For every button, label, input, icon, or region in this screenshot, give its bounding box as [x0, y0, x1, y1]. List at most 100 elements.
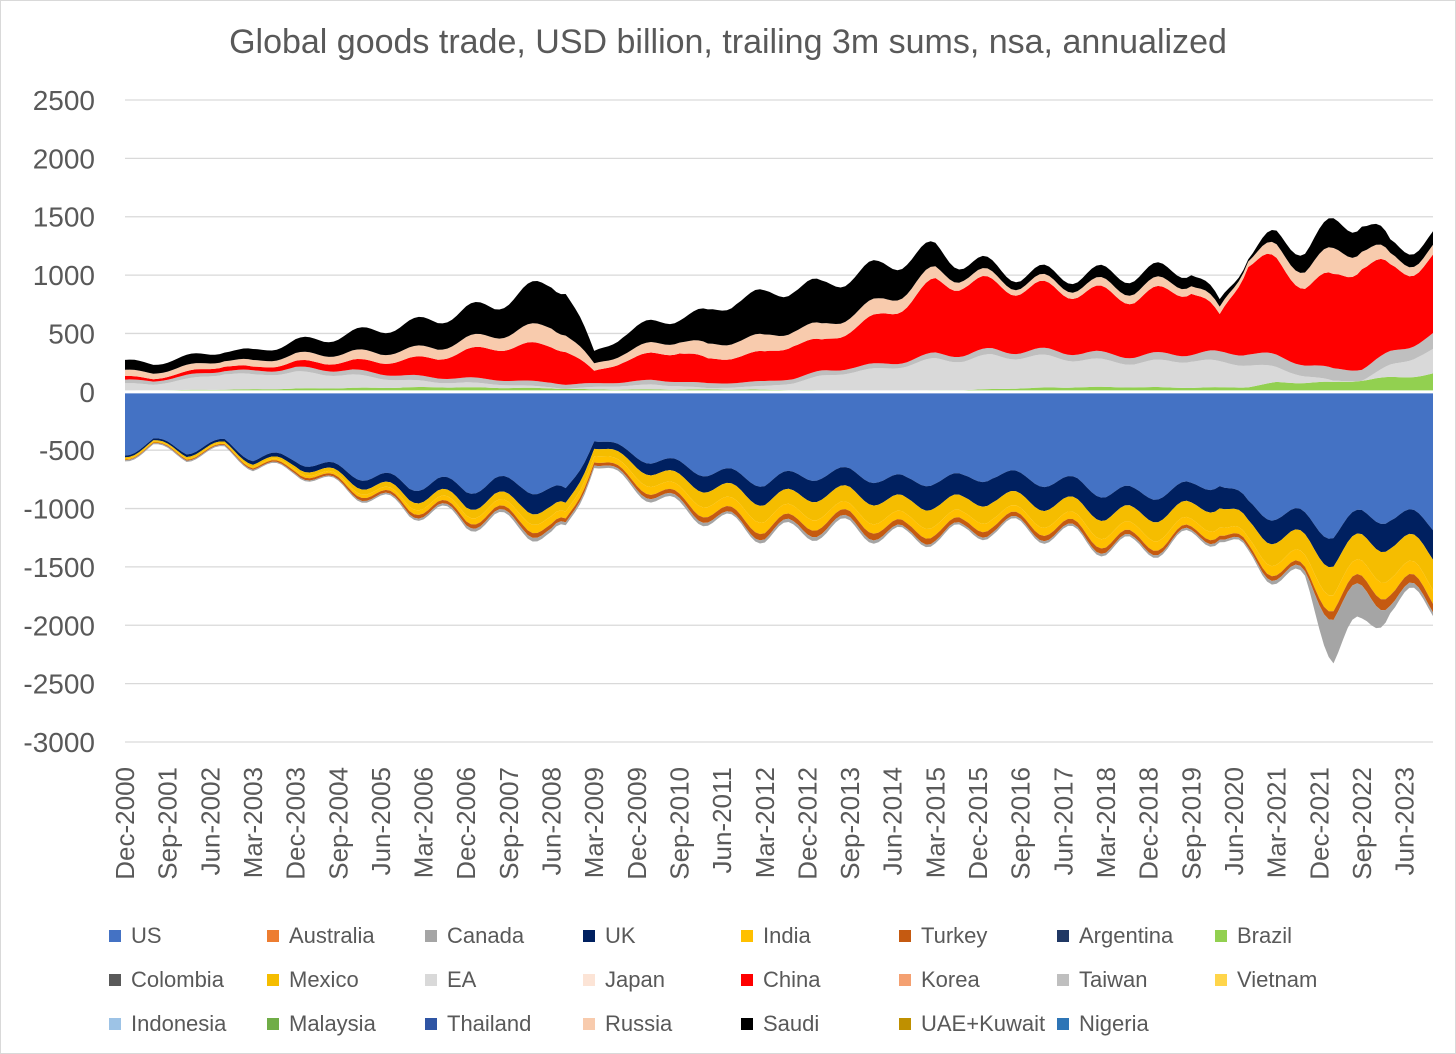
legend-swatch: [1057, 930, 1069, 942]
area-china: [125, 253, 1433, 385]
legend-item-us: US: [109, 916, 162, 956]
legend-item-china: China: [741, 960, 820, 1000]
x-tick-label: Dec-2018: [1134, 767, 1164, 880]
legend-label: China: [763, 967, 821, 992]
x-tick-label: Sep-2019: [1176, 767, 1206, 880]
legend-label: Indonesia: [131, 1011, 227, 1036]
legend-label: Saudi: [763, 1011, 820, 1036]
legend-swatch: [1215, 930, 1227, 942]
legend-label: Taiwan: [1079, 967, 1148, 992]
legend-swatch: [741, 974, 753, 986]
legend-swatch: [1215, 974, 1227, 986]
legend-swatch: [1057, 1018, 1069, 1030]
x-tick-label: Mar-2003: [238, 767, 268, 878]
area-russia: [125, 241, 1433, 380]
x-tick-label: Jun-2017: [1048, 767, 1078, 875]
x-tick-label: Dec-2006: [451, 767, 481, 880]
legend-item-india: India: [741, 916, 811, 956]
legend-item-vietnam: Vietnam: [1215, 960, 1317, 1000]
legend-label: Australia: [289, 923, 375, 948]
x-tick-label: Dec-2012: [792, 767, 822, 880]
x-tick-label: Mar-2012: [750, 767, 780, 878]
y-tick-label: 1500: [33, 202, 95, 233]
x-tick-label: Mar-2018: [1091, 767, 1121, 878]
legend-swatch: [741, 1018, 753, 1030]
legend-item-japan: Japan: [583, 960, 665, 1000]
legend-label: Japan: [605, 967, 665, 992]
legend-swatch: [899, 1018, 911, 1030]
legend-label: Vietnam: [1237, 967, 1318, 992]
legend-item-nigeria: Nigeria: [1057, 1004, 1149, 1044]
legend-label: Turkey: [921, 923, 988, 948]
legend-item-mexico: Mexico: [267, 960, 359, 1000]
legend-label: UAE+Kuwait: [921, 1011, 1046, 1036]
y-tick-label: -500: [39, 435, 95, 466]
legend-label: Malaysia: [289, 1011, 376, 1036]
legend-item-taiwan: Taiwan: [1057, 960, 1147, 1000]
legend-item-turkey: Turkey: [899, 916, 987, 956]
y-tick-label: -3000: [23, 727, 95, 758]
legend-label: Colombia: [131, 967, 224, 992]
legend-swatch: [583, 1018, 595, 1030]
legend-label: India: [763, 923, 811, 948]
x-tick-label: Sep-2010: [664, 767, 694, 880]
chart-canvas: Global goods trade, USD billion, trailin…: [23, 23, 1433, 880]
area-brazil: [125, 373, 1433, 392]
legend-swatch: [109, 930, 121, 942]
x-tick-label: Sep-2013: [835, 767, 865, 880]
x-tick-label: Mar-2009: [579, 767, 609, 878]
x-tick-label: Dec-2021: [1304, 767, 1334, 880]
legend-swatch: [425, 974, 437, 986]
x-tick-label: Sep-2004: [323, 767, 353, 880]
x-tick-label: Mar-2021: [1262, 767, 1292, 878]
legend-label: EA: [447, 967, 477, 992]
legend-item-canada: Canada: [425, 916, 524, 956]
y-tick-label: 2000: [33, 143, 95, 174]
legend-item-indonesia: Indonesia: [109, 1004, 226, 1044]
legend-label: Argentina: [1079, 923, 1174, 948]
legend-label: Korea: [921, 967, 980, 992]
legend-swatch: [425, 930, 437, 942]
legend-swatch: [899, 930, 911, 942]
legend-label: Thailand: [447, 1011, 532, 1036]
x-tick-label: Jun-2002: [195, 767, 225, 875]
x-tick-label: Sep-2016: [1006, 767, 1036, 880]
legend-item-malaysia: Malaysia: [267, 1004, 376, 1044]
x-axis-ticks: Dec-2000 Sep-2001 Jun-2002 Mar-2003 Dec-2003…: [110, 767, 1420, 880]
legend-item-argentina: Argentina: [1057, 916, 1173, 956]
legend-item-ea: EA: [425, 960, 476, 1000]
x-tick-label: Dec-2003: [281, 767, 311, 880]
legend-swatch: [267, 1018, 279, 1030]
legend-item-saudi: Saudi: [741, 1004, 819, 1044]
legend-label: Mexico: [289, 967, 359, 992]
x-tick-label: Sep-2007: [494, 767, 524, 880]
legend-item-uk: UK: [583, 916, 636, 956]
legend-swatch: [741, 930, 753, 942]
legend-swatch: [267, 930, 279, 942]
x-tick-label: Jun-2005: [366, 767, 396, 875]
x-tick-label: Mar-2015: [920, 767, 950, 878]
x-tick-label: Dec-2009: [622, 767, 652, 880]
legend-label: Canada: [447, 923, 525, 948]
legend-swatch: [425, 1018, 437, 1030]
y-tick-label: 0: [79, 377, 95, 408]
area-saudi: [125, 218, 1433, 374]
y-tick-label: 500: [48, 318, 95, 349]
legend-swatch: [583, 930, 595, 942]
legend-item-korea: Korea: [899, 960, 980, 1000]
y-tick-label: -2500: [23, 669, 95, 700]
legend-item-russia: Russia: [583, 1004, 672, 1044]
x-tick-label: Jun-2011: [707, 767, 737, 874]
area-ea: [125, 348, 1433, 391]
x-tick-label: Mar-2006: [409, 767, 439, 878]
x-tick-label: Jun-2020: [1219, 767, 1249, 875]
legend-swatch: [899, 974, 911, 986]
x-tick-label: Sep-2001: [153, 767, 183, 880]
y-tick-label: -1000: [23, 494, 95, 525]
x-tick-label: Sep-2022: [1347, 767, 1377, 880]
legend-swatch: [109, 1018, 121, 1030]
legend-swatch: [267, 974, 279, 986]
area-taiwan: [125, 333, 1433, 389]
legend-item-colombia: Colombia: [109, 960, 224, 1000]
